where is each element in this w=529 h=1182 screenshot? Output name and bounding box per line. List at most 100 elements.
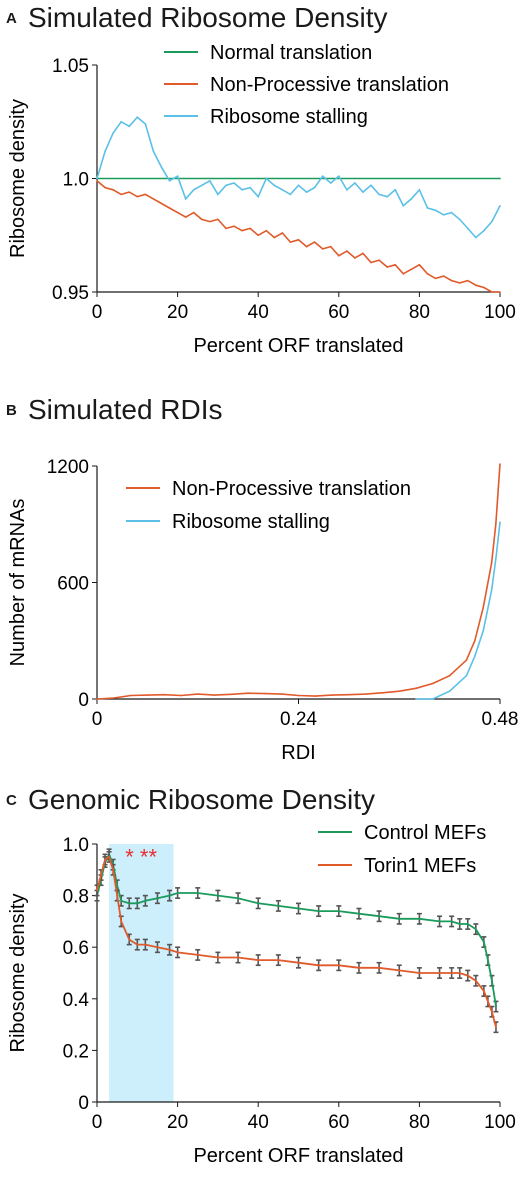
data-point xyxy=(475,979,477,982)
data-point xyxy=(280,693,283,695)
y-tick-label: 1.05 xyxy=(52,56,89,77)
data-point xyxy=(100,874,102,876)
data-point xyxy=(465,659,468,661)
data-point xyxy=(450,972,453,974)
data-point xyxy=(176,175,179,178)
data-point xyxy=(442,275,445,277)
data-point xyxy=(104,186,106,189)
panel-b: B Simulated RDIs 0 0.24 0.48 0 600 1200 RDI Num… xyxy=(0,392,529,772)
x-axis-label: Percent ORF translated xyxy=(193,1145,403,1167)
data-point xyxy=(495,558,497,560)
data-point xyxy=(96,177,98,180)
data-point xyxy=(313,241,316,243)
data-point xyxy=(144,899,147,902)
data-point xyxy=(495,523,497,526)
y-tick-label: 0 xyxy=(78,1093,89,1114)
data-point xyxy=(338,175,340,178)
data-point xyxy=(402,204,405,207)
significance-stars: * ** xyxy=(125,845,157,870)
data-point xyxy=(338,910,340,912)
data-point xyxy=(483,229,485,232)
data-point xyxy=(249,186,251,189)
y-axis-label: Ribosome density xyxy=(7,99,29,258)
data-point xyxy=(394,189,397,191)
data-point xyxy=(160,202,163,205)
panel-letter: C xyxy=(6,792,17,809)
data-point xyxy=(104,858,106,861)
series-line xyxy=(96,116,501,239)
data-point xyxy=(196,892,199,894)
data-point xyxy=(317,910,320,912)
x-axis-label: Percent ORF translated xyxy=(193,335,403,357)
data-point xyxy=(418,189,421,191)
x-tick-label: 20 xyxy=(167,1112,188,1133)
data-point xyxy=(168,179,171,182)
x-tick-label: 100 xyxy=(484,302,516,323)
x-tick-label: 60 xyxy=(328,1112,349,1133)
x-tick-label: 80 xyxy=(409,1112,430,1133)
x-tick-label: 0 xyxy=(92,1112,103,1133)
data-point xyxy=(458,218,461,221)
data-point xyxy=(358,967,360,969)
chart-title: Simulated Ribosome Density xyxy=(28,2,388,33)
panel-letter: A xyxy=(6,10,17,27)
data-point xyxy=(176,211,179,214)
data-point xyxy=(168,207,171,209)
data-point xyxy=(346,189,348,191)
data-point xyxy=(490,589,493,592)
data-point xyxy=(402,273,405,275)
data-point xyxy=(128,125,131,128)
data-point xyxy=(160,166,163,168)
x-axis-label: RDI xyxy=(281,742,315,764)
data-point xyxy=(475,928,477,930)
data-point xyxy=(458,972,461,974)
data-point xyxy=(152,150,155,153)
x-tick-label: 0.48 xyxy=(482,709,519,730)
series-line xyxy=(96,855,497,1028)
data-point xyxy=(128,191,131,193)
data-point xyxy=(474,639,476,642)
data-point xyxy=(466,227,469,230)
data-point xyxy=(313,186,316,189)
data-point xyxy=(466,974,469,977)
data-point xyxy=(499,177,501,180)
data-point xyxy=(264,692,266,695)
data-point xyxy=(378,259,380,262)
legend-label: Ribosome stalling xyxy=(210,106,368,128)
data-point xyxy=(450,920,453,923)
data-point xyxy=(491,220,493,223)
series-line xyxy=(96,852,497,1007)
data-point xyxy=(144,943,147,946)
x-tick-label: 40 xyxy=(248,1112,269,1133)
data-point xyxy=(305,245,308,248)
data-point xyxy=(466,923,469,925)
data-point xyxy=(499,463,501,465)
data-point xyxy=(209,179,211,182)
data-point xyxy=(112,697,115,699)
data-point xyxy=(364,693,367,695)
data-point xyxy=(217,894,219,897)
data-point xyxy=(257,959,260,961)
data-point xyxy=(192,189,195,191)
data-point xyxy=(281,232,284,234)
data-point xyxy=(112,132,114,134)
data-point xyxy=(265,229,268,232)
data-point xyxy=(265,177,268,180)
data-point xyxy=(487,1000,489,1003)
data-point xyxy=(233,182,235,184)
data-point xyxy=(120,193,122,196)
data-point xyxy=(156,946,159,948)
data-point xyxy=(434,277,437,280)
data-point xyxy=(483,990,485,992)
data-point xyxy=(289,193,292,196)
data-point xyxy=(378,967,380,969)
data-point xyxy=(354,257,356,259)
data-point xyxy=(209,220,211,223)
data-point xyxy=(317,964,320,967)
y-tick-label: 0.6 xyxy=(63,938,89,959)
data-point xyxy=(442,214,445,216)
data-point xyxy=(112,189,114,191)
data-point xyxy=(483,941,485,943)
data-point xyxy=(482,606,485,609)
data-point xyxy=(120,899,122,902)
